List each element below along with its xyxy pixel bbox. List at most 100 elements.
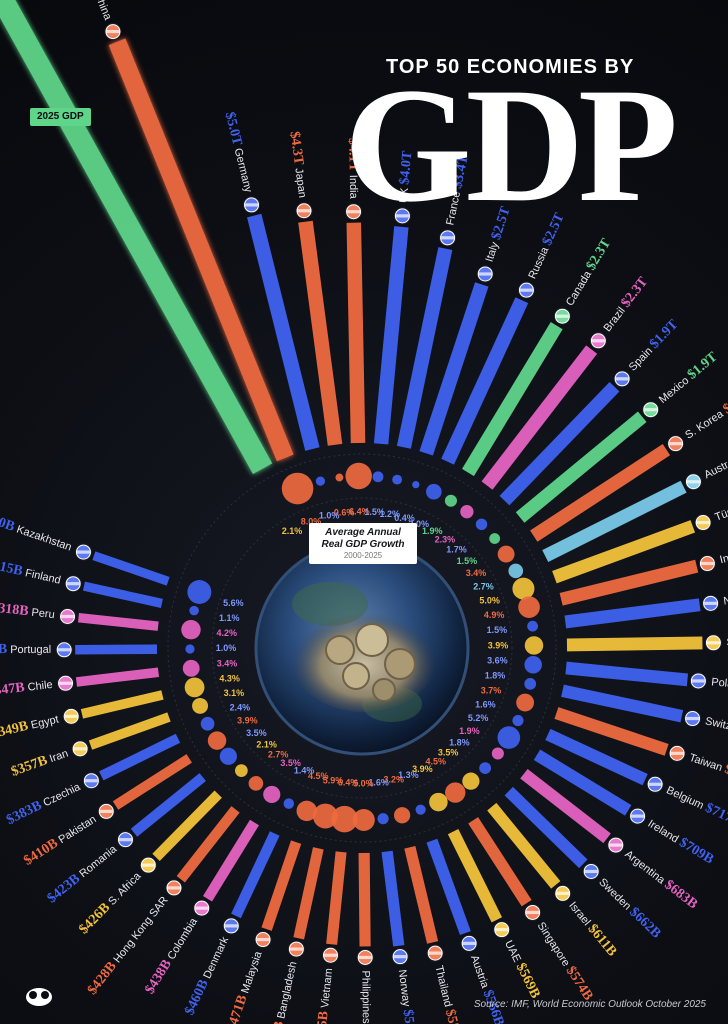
growth-label-vietnam: 6.4% [338, 778, 359, 788]
growth-bubble-bangladesh [312, 803, 338, 829]
growth-label-taiwan: 3.7% [481, 686, 502, 696]
flag-taiwan [668, 744, 686, 762]
flag-romania [116, 831, 134, 849]
gdp-bar-taiwan [554, 707, 669, 756]
flag-peru [59, 607, 77, 625]
flag-ireland [629, 807, 647, 825]
gdp-bar-switzerland [561, 684, 684, 723]
flag-poland [689, 672, 707, 690]
growth-label-switzerland: 1.8% [485, 671, 506, 681]
growth-label-netherlands: 1.5% [487, 625, 508, 635]
growth-bubble-italy [412, 480, 420, 489]
growth-label-bangladesh: 5.9% [323, 775, 344, 785]
growth-label-france: 1.2% [380, 509, 401, 519]
growth-bubble-sweden [479, 762, 492, 774]
growth-label-sweden: 1.8% [449, 737, 470, 747]
country-name-malaysia: Malaysia [239, 949, 265, 995]
country-name-uae: UAE [502, 939, 523, 965]
growth-label-norway: 1.6% [368, 777, 389, 787]
growth-label-malaysia: 4.5% [308, 771, 329, 781]
gdp-value-thailand: $559B [442, 1008, 465, 1024]
gdp-bar-s-korea [530, 444, 671, 542]
gdp-bar-kazakhstan [92, 551, 170, 586]
flag-switzerland [684, 710, 702, 728]
growth-label-portugal: 1.0% [216, 643, 237, 653]
growth-legend-box: Average Annual Real GDP Growth 2000-2025 [309, 523, 417, 564]
country-name-taiwan: Taiwan [688, 752, 724, 774]
gdp-bar-egypt [80, 690, 164, 719]
gdp-bars [0, 0, 703, 947]
country-name-japan: Japan [293, 167, 309, 198]
country-name-switzerland: Switzerland [704, 715, 728, 739]
growth-label-indonesia: 4.9% [484, 610, 505, 620]
growth-bubble-mexico [489, 533, 501, 544]
gdp-bar-brazil [481, 345, 598, 490]
country-label-sweden: Sweden $662B [595, 875, 663, 942]
gdp-bar-u-s [0, 0, 273, 475]
title-big: GDP [344, 55, 678, 236]
source-note: Source: IMF, World Economic Outlook Octo… [473, 999, 706, 1010]
country-label-colombia: $438B Colombia [143, 914, 202, 997]
growth-label-extra: 2.1% [282, 526, 303, 536]
country-name-brazil: Brazil [601, 305, 627, 334]
growth-label-uae: 3.9% [412, 764, 433, 774]
country-name-netherlands: Netherlands [723, 588, 728, 608]
flag-saudi-arabia [704, 634, 722, 652]
gdp-bar-iran [88, 712, 171, 750]
gdp-bar-group-portugal [75, 644, 158, 655]
growth-label-canada: 1.9% [422, 526, 443, 536]
growth-label-china: 8.0% [301, 516, 322, 526]
country-label-pakistan: $410B Pakistan [22, 812, 100, 869]
flag-belgium [646, 775, 664, 793]
flag-s-africa [139, 856, 157, 874]
country-name-t-rkiye: Türkiye [713, 500, 728, 524]
gdp-bar-group-ireland [533, 749, 632, 816]
country-label-norway: Norway $517B [395, 969, 419, 1024]
country-name-india: India [347, 175, 359, 200]
gdp-value-canada: $2.3T [584, 236, 615, 273]
gdp-bar-portugal [75, 644, 158, 655]
gdp-value-belgium: $717B [703, 801, 728, 830]
country-name-s-korea: S. Korea [683, 408, 726, 442]
flag-uk [393, 207, 411, 225]
gdp-bar-pakistan [112, 754, 192, 810]
gdp-bar-group-australia [542, 480, 687, 563]
flag-bangladesh [287, 940, 305, 958]
country-label-poland: Poland $1.0T [711, 674, 728, 696]
growth-label-germany: 1.0% [319, 510, 340, 520]
gdp-bar-spain [499, 381, 620, 506]
growth-label-australia: 2.7% [473, 581, 494, 591]
growth-bubble-japan [335, 473, 344, 482]
country-name-norway: Norway [396, 969, 413, 1008]
growth-bubble-romania [219, 747, 237, 765]
gdp-bar-group-netherlands [564, 598, 701, 629]
gdp-bar-italy [419, 282, 489, 456]
gdp-bar-group-canada [462, 322, 563, 477]
country-label-austria: Austria $566B [467, 953, 507, 1024]
flag-portugal [55, 641, 73, 659]
flag-norway [391, 948, 409, 966]
flag-china [104, 23, 122, 41]
gdp-value-israel: $611B [584, 922, 619, 960]
gdp-bar-belgium [545, 728, 648, 786]
country-label-mexico: Mexico $1.9T [656, 349, 721, 407]
gdp-bar-group-taiwan [554, 707, 669, 756]
growth-label-argentina: 1.9% [459, 726, 480, 736]
gdp-value-taiwan: $884B [723, 762, 728, 788]
gdp-value-norway: $517B [400, 1009, 419, 1024]
flag-vietnam [322, 946, 340, 964]
country-flags [55, 23, 722, 966]
country-name-romania: Romania [77, 843, 119, 881]
country-name-mexico: Mexico [657, 375, 692, 406]
gdp-value-france: $3.4T [450, 153, 472, 190]
flag-italy [476, 265, 494, 283]
growth-bubble-denmark [283, 798, 295, 809]
gdp-bar-group-pakistan [112, 754, 192, 810]
flag-argentina [607, 836, 625, 854]
gdp-bar-group-germany [247, 213, 320, 451]
gdp-bar-group-peru [77, 613, 159, 631]
flag-thailand [426, 944, 444, 962]
gdp-bar-colombia [203, 819, 259, 902]
growth-label-mexico: 1.5% [457, 556, 478, 566]
gdp-value-romania: $423B [45, 871, 83, 906]
